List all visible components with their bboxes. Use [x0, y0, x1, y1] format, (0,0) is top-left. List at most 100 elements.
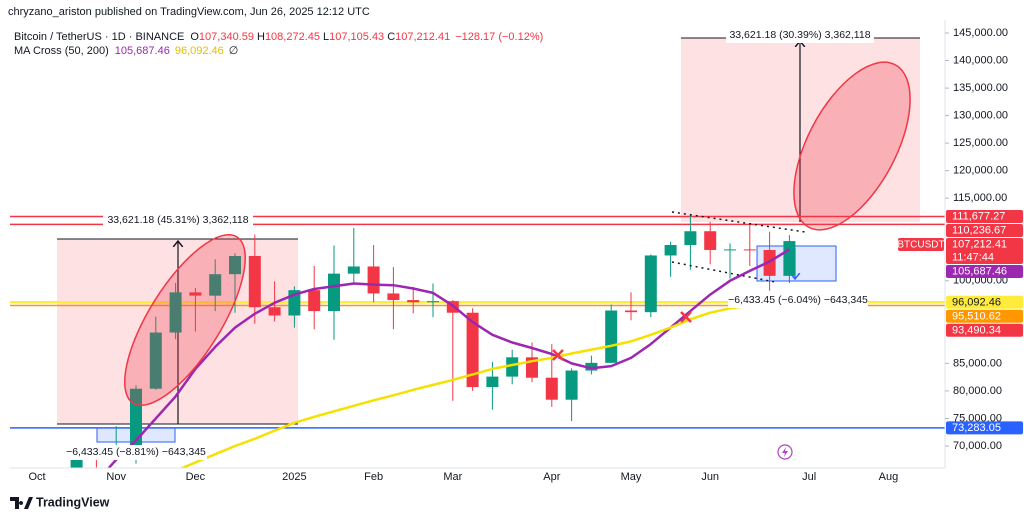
legend-row: Bitcoin / TetherUS · 1D · BINANCE O107,34… — [14, 31, 543, 43]
ohlc-key: L — [323, 31, 329, 43]
candle-body — [466, 312, 479, 388]
x-tick-label: Apr — [543, 471, 560, 483]
indicator-name: MA Cross (50, 200) — [14, 45, 109, 57]
candle-body — [605, 310, 618, 363]
candle-body — [763, 249, 776, 276]
indicator-row: MA Cross (50, 200) 105,687.46 96,092.46 ∅ — [14, 45, 238, 57]
measure-label: −6,433.45 (−8.81%) −643,345 — [66, 446, 206, 458]
candle-body — [248, 256, 261, 308]
price-tag-label: 96,092.46 — [952, 297, 1001, 309]
price-tag — [946, 237, 1023, 264]
x-tick-label: Jul — [802, 471, 816, 483]
highlight-ellipse — [124, 233, 246, 407]
x-tick-label: Feb — [364, 471, 383, 483]
symbol-title: Bitcoin / TetherUS · 1D · BINANCE — [14, 31, 184, 43]
event-icon-bolt — [782, 447, 788, 457]
candle-body — [308, 290, 321, 312]
candle-body — [664, 245, 677, 256]
price-tag-label: 107,212.41 — [952, 239, 1007, 251]
y-tick-label: 125,000.00 — [953, 137, 1008, 149]
countdown: 11:47:44 — [952, 251, 994, 263]
symbol-tag — [898, 237, 944, 251]
axes: 70,000.0075,000.0080,000.0085,000.00100,… — [28, 27, 1023, 483]
candle-body — [229, 256, 241, 275]
y-tick-label: 140,000.00 — [953, 54, 1008, 66]
cross-marker — [552, 349, 564, 361]
candle-body — [565, 370, 578, 400]
y-tick-label: 130,000.00 — [953, 110, 1008, 122]
label-bg — [726, 27, 874, 43]
measure-label: 33,621.18 (45.31%) 3,362,118 — [107, 214, 248, 226]
candle-body — [367, 266, 380, 294]
label-bg — [103, 212, 253, 228]
price-tag-label: 95,510.62 — [952, 311, 1001, 323]
x-tick-label: Aug — [879, 471, 899, 483]
y-tick-label: 70,000.00 — [953, 440, 1002, 452]
y-tick-label: 145,000.00 — [953, 27, 1008, 39]
x-tick-label: 2025 — [282, 471, 306, 483]
ohlc-key: O — [190, 31, 199, 43]
price-tag — [946, 421, 1023, 435]
ohlc-value: 107,212.41 — [395, 31, 450, 43]
candle-body — [684, 231, 697, 245]
candle-body — [427, 301, 439, 303]
price-tag-label: 93,490.34 — [952, 325, 1001, 337]
measure-label: −6,433.45 (−6.04%) −643,345 — [728, 294, 868, 306]
price-tag — [946, 264, 1023, 278]
candle-body — [268, 307, 281, 316]
indicator-symbol: ∅ — [229, 45, 239, 57]
ma-line — [107, 248, 791, 468]
y-tick-label: 85,000.00 — [953, 357, 1002, 369]
candle-body — [625, 310, 637, 313]
indicator-value: 105,687.46 — [115, 45, 170, 57]
candle-body — [486, 376, 499, 388]
price-tag — [946, 209, 1023, 223]
candle-body — [209, 274, 222, 296]
candle-body — [387, 293, 400, 301]
candle-body — [169, 292, 182, 333]
x-tick-label: Oct — [28, 471, 45, 483]
x-tick-label: Nov — [106, 471, 126, 483]
event-icon[interactable] — [777, 444, 793, 460]
publisher: chryzano_ariston published on TradingVie… — [8, 6, 370, 18]
y-tick-label: 135,000.00 — [953, 82, 1008, 94]
y-tick-label: 75,000.00 — [953, 412, 1002, 424]
change: −128.17 (−0.12%) — [455, 31, 543, 43]
ohlc-value: 107,105.43 — [329, 31, 384, 43]
candle-body — [347, 266, 360, 274]
ma-line — [179, 301, 790, 468]
y-tick-label: 115,000.00 — [953, 192, 1007, 204]
candle-body — [743, 249, 756, 251]
price-tag — [946, 223, 1023, 237]
cross-marker — [680, 311, 692, 323]
price-tag — [946, 309, 1023, 323]
candle-body — [724, 249, 736, 251]
legend-bg — [0, 20, 430, 60]
price-tag-label: 110,236.67 — [952, 225, 1006, 237]
y-tick-label: 80,000.00 — [953, 385, 1002, 397]
candle-body — [149, 332, 162, 389]
candle-body — [644, 255, 657, 313]
trend-line — [671, 211, 806, 233]
x-tick-label: Jun — [701, 471, 719, 483]
price-tag-label: 73,283.05 — [952, 422, 1001, 434]
label-bg — [65, 445, 207, 460]
logo-mark — [10, 497, 33, 509]
ohlc-key: H — [257, 31, 265, 43]
x-tick-label: Dec — [186, 471, 206, 483]
candle-body — [506, 357, 519, 377]
indicator-value: 96,092.46 — [175, 45, 224, 57]
candle-body — [704, 231, 717, 250]
price-tag-label: 111,677.27 — [952, 211, 1005, 223]
candle-body — [407, 300, 420, 303]
candle-body — [189, 292, 202, 296]
price-tag-label: 105,687.46 — [952, 266, 1007, 278]
x-tick-label: Mar — [443, 471, 462, 483]
highlight-ellipse — [793, 61, 911, 231]
ohlc-value: 107,340.59 — [199, 31, 254, 43]
y-tick-label: 120,000.00 — [953, 165, 1008, 177]
candle-body — [783, 241, 796, 276]
logo-text: TradingView — [36, 495, 110, 509]
